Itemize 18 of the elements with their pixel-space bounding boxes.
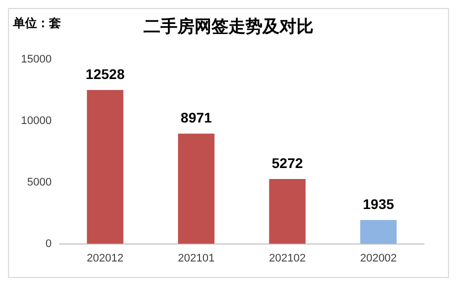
data-label: 5272 — [272, 154, 304, 171]
y-tick-label: 0 — [45, 238, 52, 250]
data-label: 8971 — [180, 109, 212, 126]
text: 单位：套 — [13, 15, 61, 32]
x-tick-label: 202012 — [86, 252, 124, 264]
y-tick-label: 15000 — [20, 54, 52, 66]
bar — [86, 90, 124, 244]
data-label: 1935 — [362, 196, 394, 212]
data-label: 12528 — [86, 66, 125, 82]
x-tick-label: 202102 — [268, 252, 306, 264]
bar — [178, 134, 214, 244]
x-tick-label: 202101 — [178, 252, 215, 264]
chart-title: 二手房网签走势及对比 — [144, 17, 314, 37]
bar — [360, 220, 397, 244]
y-tick-label: 10000 — [20, 115, 52, 128]
x-tick-label: 202002 — [360, 252, 397, 264]
bar — [269, 179, 306, 244]
y-tick-label: 5000 — [27, 176, 52, 188]
